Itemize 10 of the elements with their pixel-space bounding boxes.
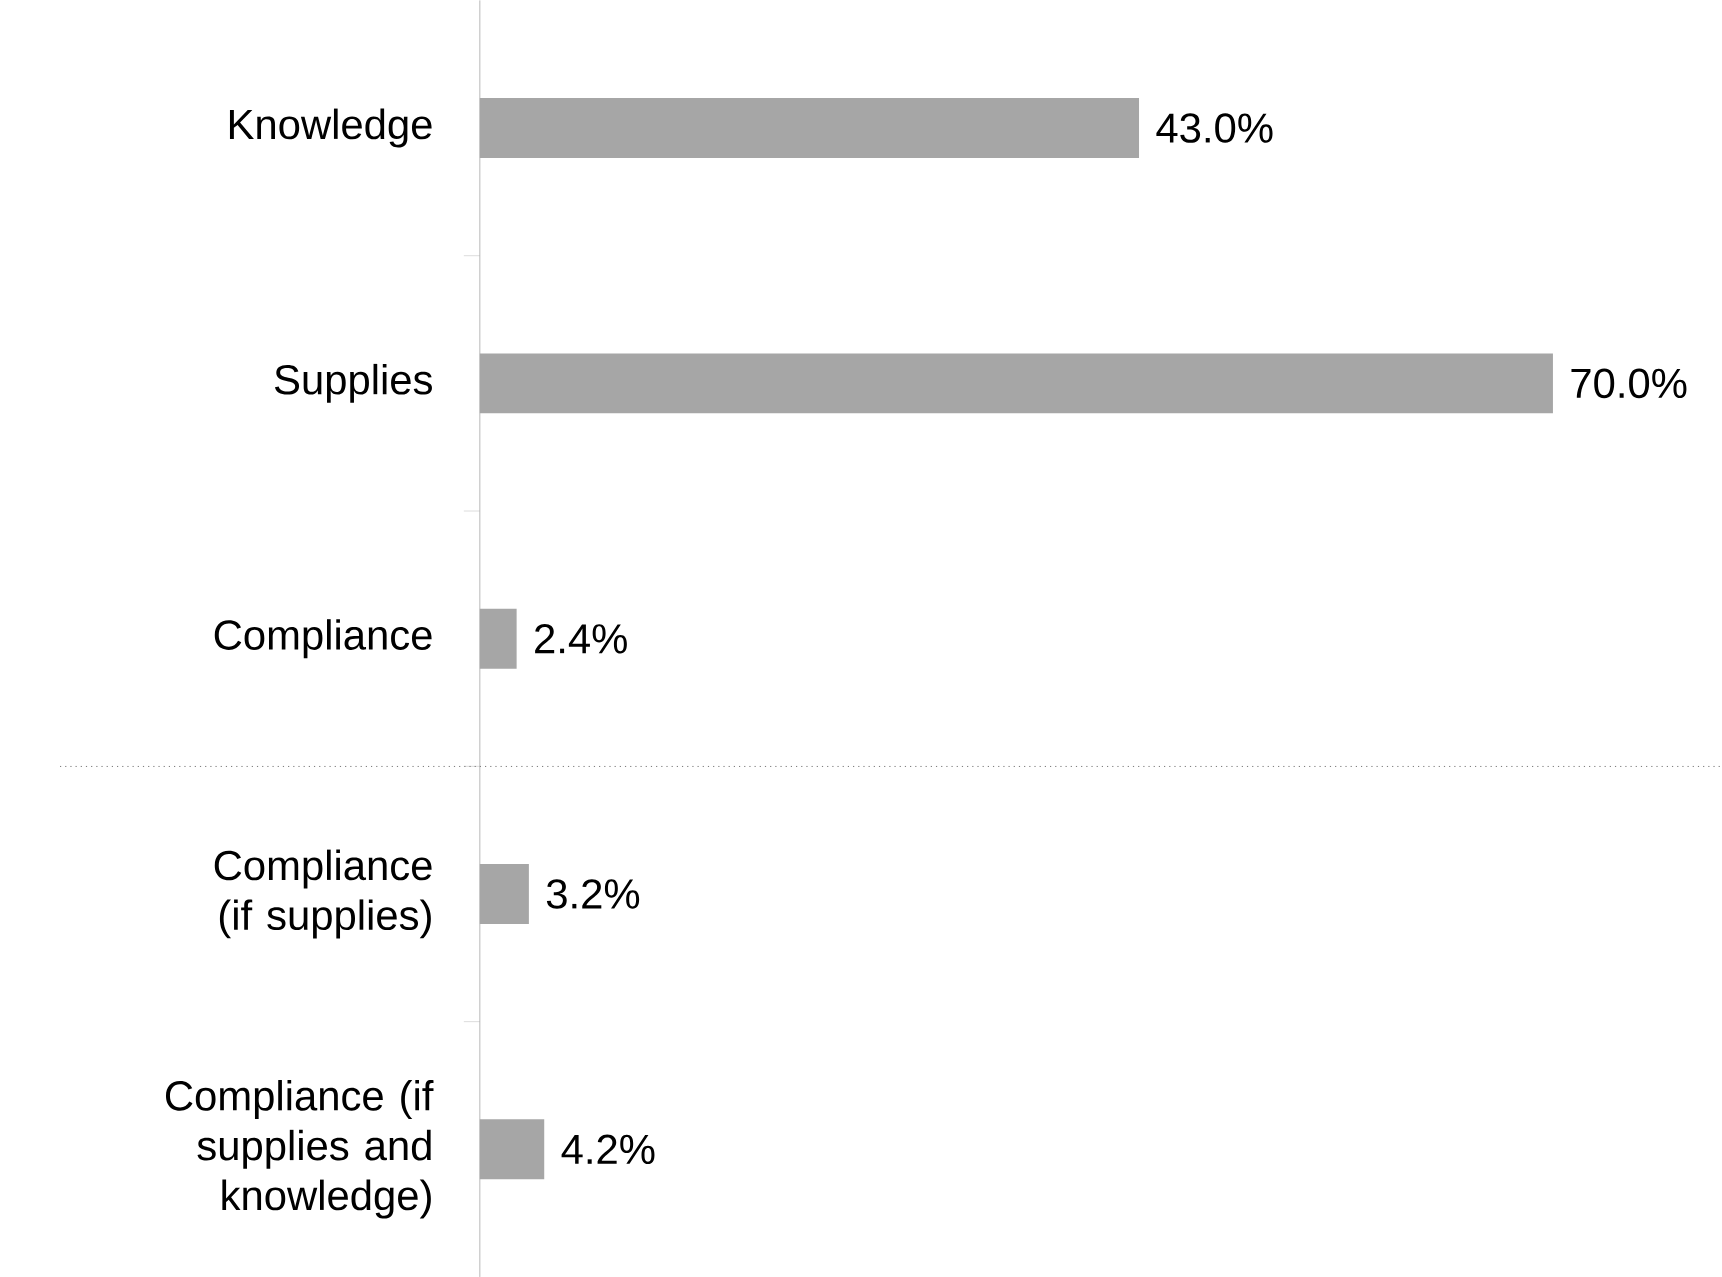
y-tick-label: Compliance (if supplies) — [214, 849, 432, 939]
data-label: 2.4% — [535, 623, 627, 654]
y-tick-label: Knowledge — [229, 108, 432, 148]
data-label: 70.0% — [1571, 368, 1687, 399]
data-label: 4.2% — [561, 1134, 655, 1164]
y-tick-label: Compliance (if supplies and knowledge) — [165, 1079, 434, 1219]
y-tick-label: Compliance — [214, 619, 432, 659]
y-tick-label: Supplies — [274, 363, 432, 403]
data-label: 43.0% — [1156, 113, 1273, 143]
data-label: 3.2% — [546, 879, 640, 909]
